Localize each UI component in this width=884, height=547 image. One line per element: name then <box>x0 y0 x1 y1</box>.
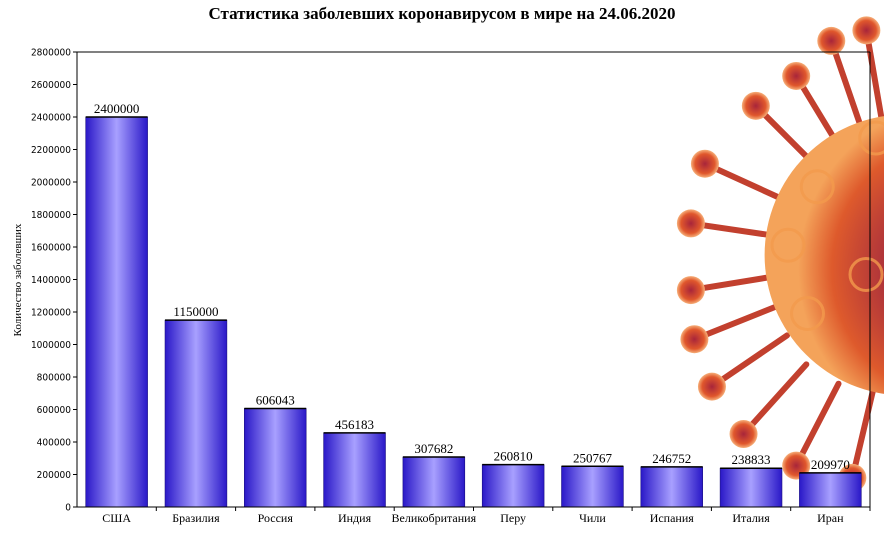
virus-spike-knob <box>852 16 881 45</box>
bar <box>640 466 703 508</box>
virus-surface-ring <box>790 296 825 331</box>
bar <box>481 464 545 508</box>
virus-surface-ring <box>858 120 884 156</box>
virus-spike-knob <box>817 26 846 55</box>
virus-spike-knob <box>690 149 719 178</box>
data-label: 209970 <box>811 457 850 472</box>
virus-spike <box>828 37 863 128</box>
virus-spike <box>863 27 884 121</box>
y-tick-label: 2800000 <box>31 48 71 59</box>
virus-spike <box>687 220 778 239</box>
data-label: 238833 <box>732 452 771 467</box>
data-label: 246752 <box>652 451 691 466</box>
x-tick-label: Италия <box>732 511 770 525</box>
y-tick-label: 1400000 <box>31 275 71 286</box>
x-tick-label: Испания <box>650 511 695 525</box>
bar <box>561 465 624 508</box>
bar <box>323 432 386 508</box>
bar <box>799 472 862 508</box>
y-tick-label: 400000 <box>37 438 72 449</box>
bar <box>402 456 466 508</box>
plot-frame <box>77 51 871 507</box>
data-labels: 2400000 1150000 606043 456183 307682 260810 25… <box>94 101 850 472</box>
bar <box>719 467 783 508</box>
virus-spike <box>701 160 786 203</box>
virus-spike-knob <box>741 91 770 120</box>
data-label: 260810 <box>494 449 533 464</box>
x-tick-label: Перу <box>500 511 526 525</box>
virus-spike-knob <box>729 420 758 449</box>
x-tick-label: Бразилия <box>172 511 220 525</box>
y-tick-label: 1000000 <box>31 340 71 351</box>
x-tick-label: Чили <box>579 511 606 525</box>
virus-body <box>764 116 884 394</box>
y-tick-label: 200000 <box>37 470 72 481</box>
y-tick-label: 2600000 <box>31 80 71 91</box>
virus-spike <box>849 388 876 481</box>
y-tick-label: 800000 <box>37 373 72 384</box>
y-tick-label: 1600000 <box>31 243 71 254</box>
virus-illustration <box>676 16 884 492</box>
bar <box>244 408 307 508</box>
virus-spike-knob <box>676 276 705 305</box>
bars <box>85 116 862 508</box>
x-tick-label: Индия <box>338 511 372 525</box>
bar <box>164 319 228 508</box>
axes <box>76 52 870 508</box>
virus-spike <box>691 303 780 343</box>
virus-surface-ring <box>770 227 806 263</box>
x-axis-categories: США Бразилия Россия Индия Великобритания Перу… <box>102 507 871 525</box>
x-tick-label: Иран <box>817 511 844 525</box>
y-tick-label: 600000 <box>37 405 72 416</box>
y-axis-label: Количество заболевших <box>12 223 24 336</box>
virus-spike <box>687 273 778 294</box>
virus-spike-knob <box>680 325 709 354</box>
data-label: 606043 <box>256 393 295 408</box>
data-label: 1150000 <box>173 304 218 319</box>
virus-surface-ring <box>799 169 835 205</box>
virus-surface-ring <box>848 257 884 292</box>
y-tick-label: 2200000 <box>31 145 71 156</box>
y-tick-label: 2000000 <box>31 178 71 189</box>
virus-spike <box>708 332 791 390</box>
virus-spike-knob <box>782 61 811 90</box>
x-tick-label: Россия <box>258 511 294 525</box>
data-label: 250767 <box>573 450 613 465</box>
data-label: 307682 <box>414 441 453 456</box>
data-label: 2400000 <box>94 101 140 116</box>
x-tick-label: США <box>102 511 131 525</box>
y-tick-label: 2400000 <box>31 113 71 124</box>
bar <box>85 116 148 508</box>
data-label: 456183 <box>335 417 374 432</box>
y-tick-label: 0 <box>65 503 71 514</box>
chart-title: Статистика заболевших коронавирусом в ми… <box>209 4 676 23</box>
virus-spike-knob <box>676 209 705 238</box>
y-tick-label: 1200000 <box>31 308 71 319</box>
virus-spike <box>793 380 842 469</box>
x-tick-label: Великобритания <box>392 511 477 525</box>
virus-spike-knob <box>697 372 726 401</box>
y-axis-ticks: 0 200000 400000 600000 800000 1000000 1200000 1… <box>31 48 77 514</box>
y-tick-label: 1800000 <box>31 210 71 221</box>
virus-spike <box>740 361 810 438</box>
